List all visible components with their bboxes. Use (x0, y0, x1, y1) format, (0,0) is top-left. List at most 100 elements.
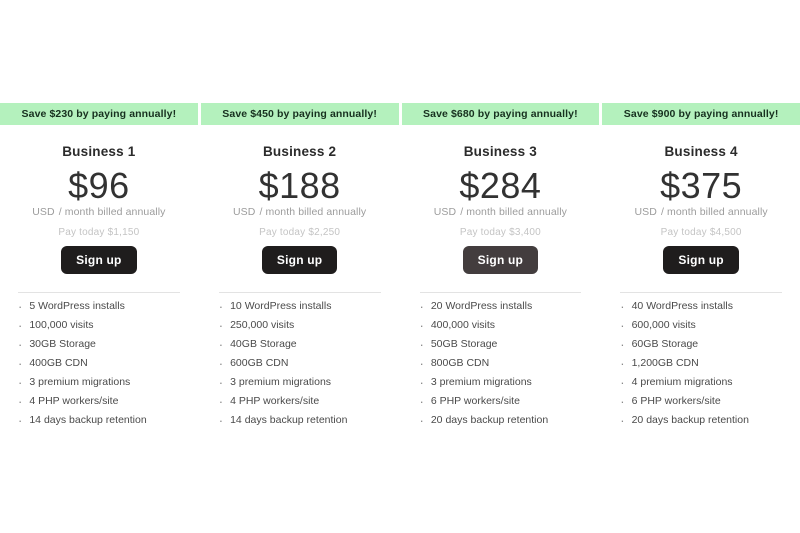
feature-text: 4 PHP workers/site (29, 395, 119, 407)
sign-up-button[interactable]: Sign up (462, 246, 539, 274)
bullet-icon: · (419, 375, 424, 390)
feature-list: · 10 WordPress installs · 250,000 visits · 40… (201, 299, 399, 427)
feature-text: 600,000 visits (631, 319, 696, 331)
pay-today-note: Pay today $4,500 (660, 227, 742, 238)
currency-label: USD (32, 206, 55, 218)
feature-item: · 3 premium migrations (18, 376, 188, 389)
plan-name: Business 1 (62, 144, 136, 159)
feature-item: · 800GB CDN (419, 356, 590, 371)
feature-text: 100,000 visits (29, 319, 94, 331)
bullet-icon: · (218, 337, 224, 352)
savings-banner: Save $680 by paying annually! (401, 103, 600, 125)
bullet-icon: · (218, 375, 224, 390)
feature-item: · 250,000 visits (218, 318, 389, 333)
bullet-icon: · (218, 394, 224, 409)
bullet-icon: · (620, 413, 625, 428)
plan-name: Business 3 (463, 144, 538, 159)
bullet-icon: · (419, 394, 424, 409)
pay-today-note: Pay today $2,250 (259, 227, 341, 238)
plan-price: $96 (68, 165, 130, 206)
currency-label: USD (433, 206, 457, 218)
feature-text: 400GB CDN (29, 357, 88, 369)
feature-text: 4 premium migrations (631, 376, 733, 388)
bullet-icon: · (218, 356, 224, 371)
bullet-icon: · (218, 299, 224, 314)
feature-text: 3 premium migrations (430, 376, 532, 388)
plan-name: Business 2 (262, 144, 337, 159)
feature-item: · 600GB CDN (218, 356, 389, 371)
feature-item: · 20 days backup retention (620, 413, 790, 428)
bullet-icon: · (18, 394, 23, 409)
feature-item: · 20 days backup retention (420, 414, 590, 427)
plan-price: $188 (258, 165, 341, 206)
savings-banner: Save $450 by paying annually! (200, 103, 399, 125)
feature-item: · 40 WordPress installs (620, 300, 790, 313)
bullet-icon: · (419, 356, 424, 371)
bullet-icon: · (18, 356, 23, 371)
pricing-grid: Save $230 by paying annually! Business 1… (0, 103, 800, 434)
feature-text: 50GB Storage (430, 338, 498, 350)
sign-up-button[interactable]: Sign up (663, 246, 739, 274)
bullet-icon: · (620, 337, 625, 352)
feature-item: · 40GB Storage (218, 337, 389, 352)
sign-up-button[interactable]: Sign up (261, 246, 338, 274)
bullet-icon: · (620, 394, 625, 409)
pay-today-note: Pay today $1,150 (58, 227, 140, 238)
billing-note: USD / month billed annually (602, 207, 800, 218)
feature-item: · 10 WordPress installs (218, 299, 389, 314)
feature-text: 20 days backup retention (631, 414, 749, 426)
currency-label: USD (232, 206, 256, 218)
divider (18, 292, 180, 293)
sign-up-button[interactable]: Sign up (61, 246, 137, 274)
bullet-icon: · (18, 413, 23, 428)
pricing-card: Save $450 by paying annually! Business 2… (200, 103, 399, 434)
bullet-icon: · (620, 375, 625, 390)
savings-banner: Save $900 by paying annually! (602, 103, 800, 125)
billing-period-label: / month billed annually (460, 206, 568, 218)
feature-text: 3 premium migrations (230, 376, 332, 388)
billing-note: USD / month billed annually (0, 207, 198, 218)
plan-price: $375 (660, 165, 743, 206)
bullet-icon: · (218, 318, 224, 333)
billing-note: USD / month billed annually (402, 207, 600, 218)
feature-item: · 60GB Storage (620, 337, 790, 352)
feature-item: · 4 PHP workers/site (18, 394, 188, 409)
bullet-icon: · (620, 356, 625, 371)
feature-item: · 5 WordPress installs (18, 300, 188, 313)
billing-note: USD / month billed annually (201, 207, 399, 218)
pricing-card: Save $900 by paying annually! Business 4… (602, 103, 800, 434)
feature-list: · 20 WordPress installs · 400,000 visits · 50… (402, 299, 600, 427)
feature-item: · 400,000 visits (419, 318, 590, 333)
currency-label: USD (634, 206, 657, 218)
feature-text: 14 days backup retention (29, 414, 147, 426)
plan-name: Business 4 (664, 144, 738, 159)
pricing-page: Save $230 by paying annually! Business 1… (0, 103, 800, 434)
feature-text: 20 days backup retention (430, 414, 549, 426)
feature-list: · 5 WordPress installs · 100,000 visits · 30G… (0, 300, 198, 428)
feature-text: 250,000 visits (230, 319, 295, 331)
feature-text: 600GB CDN (230, 357, 289, 369)
feature-text: 3 premium migrations (29, 376, 131, 388)
divider (218, 292, 381, 293)
divider (419, 292, 582, 293)
feature-text: 14 days backup retention (230, 414, 348, 426)
feature-item: · 3 premium migrations (218, 375, 389, 390)
billing-period-label: / month billed annually (660, 206, 768, 218)
feature-text: 40GB Storage (230, 338, 297, 350)
feature-list: · 40 WordPress installs · 600,000 visits · 60… (602, 300, 800, 428)
feature-item: · 1,200GB CDN (620, 356, 790, 371)
feature-text: 400,000 visits (430, 319, 496, 331)
billing-period-label: / month billed annually (58, 206, 166, 218)
feature-text: 6 PHP workers/site (430, 395, 520, 407)
savings-banner: Save $230 by paying annually! (0, 103, 198, 125)
feature-item: · 20 WordPress installs (419, 299, 590, 314)
feature-item: · 100,000 visits (18, 319, 188, 332)
bullet-icon: · (18, 337, 23, 352)
divider (620, 292, 782, 293)
feature-text: 6 PHP workers/site (631, 395, 721, 407)
bullet-icon: · (419, 337, 424, 352)
feature-item: · 14 days backup retention (219, 414, 389, 427)
bullet-icon: · (419, 318, 424, 333)
feature-text: 20 WordPress installs (430, 300, 533, 312)
bullet-icon: · (419, 299, 424, 314)
